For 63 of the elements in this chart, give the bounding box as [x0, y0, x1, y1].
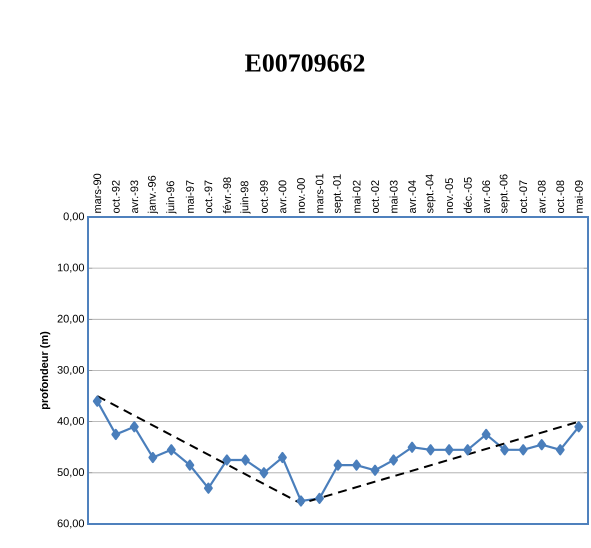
- x-tick-label: nov.-00: [297, 178, 305, 213]
- x-tick-label: sept.-01: [333, 174, 343, 214]
- point: [389, 454, 398, 466]
- x-tick-label: oct.-97: [204, 180, 212, 214]
- x-tick-label: mai-09: [574, 180, 583, 213]
- x-tick-label: oct.-08: [556, 180, 564, 214]
- x-tick-label: sept.-04: [426, 174, 436, 214]
- point: [166, 444, 176, 456]
- x-tick-label: juin-98: [240, 181, 251, 214]
- x-tick-label: oct.-92: [112, 180, 120, 214]
- x-tick-label: mars-01: [316, 174, 324, 213]
- point: [408, 442, 417, 453]
- point: [130, 421, 139, 432]
- x-tick-label: déc.-05: [464, 177, 472, 214]
- x-tick-label: mars-90: [93, 174, 102, 213]
- x-tick-label: avr.-06: [482, 180, 490, 213]
- x-tick-label: févr.-98: [222, 177, 231, 214]
- y-tick-label: 0,00: [64, 212, 84, 222]
- y-tick-label: 30,00: [57, 366, 84, 376]
- point: [352, 460, 361, 471]
- point: [185, 460, 194, 471]
- point: [370, 464, 380, 476]
- point: [222, 454, 232, 466]
- point: [111, 428, 120, 440]
- chart-title: E00709662: [245, 54, 364, 72]
- x-tick-label: mai-97: [186, 180, 194, 213]
- point: [537, 439, 546, 450]
- x-tick-label: avr.-08: [538, 180, 546, 213]
- point: [148, 452, 158, 464]
- point: [482, 428, 491, 440]
- x-tick-label: mai-03: [390, 180, 398, 213]
- x-tick-label: oct.-99: [260, 180, 268, 214]
- point: [296, 495, 306, 507]
- point: [500, 444, 510, 456]
- point: [92, 396, 102, 407]
- x-tick-label: janv.-96: [148, 176, 158, 214]
- x-tick-label: avr.-04: [408, 180, 416, 213]
- point: [240, 454, 250, 466]
- point: [259, 467, 268, 478]
- point: [334, 460, 342, 471]
- point: [315, 492, 324, 504]
- point: [518, 444, 528, 456]
- x-tick-label: oct.-07: [519, 180, 528, 214]
- x-tick-label: avr.-93: [130, 180, 138, 213]
- x-tick-label: sept.-06: [500, 174, 510, 214]
- point: [426, 444, 436, 456]
- point: [463, 444, 472, 456]
- point: [574, 421, 584, 432]
- x-tick-label: oct.-02: [371, 180, 379, 214]
- y-tick-label: 50,00: [58, 468, 84, 478]
- point: [444, 444, 454, 456]
- y-axis-title: profondeur (m): [40, 332, 50, 410]
- point: [556, 444, 565, 456]
- y-tick-label: 20,00: [58, 314, 84, 324]
- x-tick-label: avr.-00: [278, 180, 286, 213]
- point: [278, 452, 287, 464]
- y-tick-label: 60,00: [58, 519, 84, 529]
- x-tick-label: mai-02: [352, 180, 361, 213]
- x-tick-label: nov.-05: [445, 178, 453, 213]
- point: [204, 482, 213, 494]
- y-tick-label: 10,00: [58, 264, 84, 273]
- x-tick-label: juin-96: [166, 181, 176, 214]
- y-tick-label: 40,00: [57, 417, 84, 426]
